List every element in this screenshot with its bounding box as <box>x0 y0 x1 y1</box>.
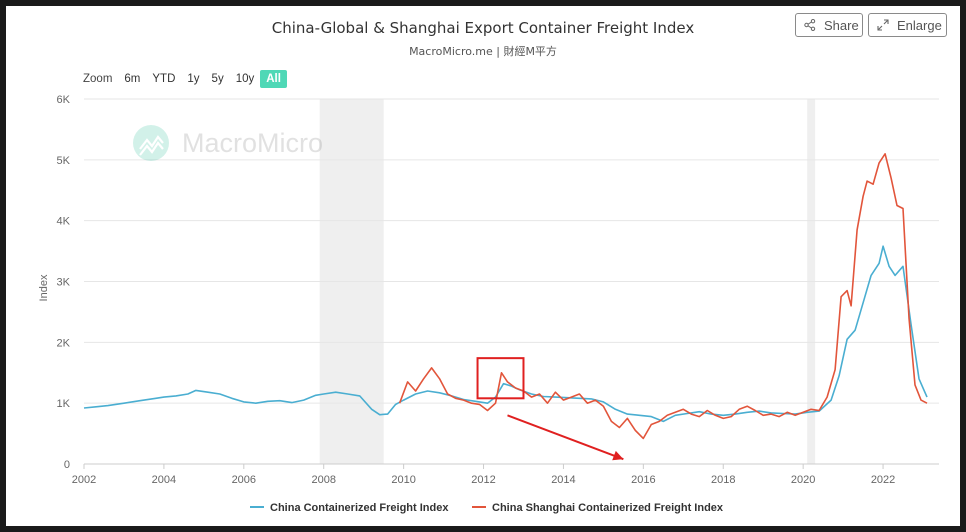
annotation-box <box>476 357 525 400</box>
series-line-1 <box>83 245 928 423</box>
series-line-2 <box>398 153 928 440</box>
zoom-bar: Zoom 6m YTD 1y 5y 10y All <box>83 69 287 89</box>
zoom-label: Zoom <box>83 73 113 85</box>
x-tick-label: 2004 <box>152 474 176 486</box>
watermark-text: MacroMicro <box>182 128 323 158</box>
legend: China Containerized Freight Index China S… <box>250 502 724 514</box>
zoom-1y-button[interactable]: 1y <box>187 73 200 85</box>
x-tick-label: 2020 <box>791 474 815 486</box>
x-tick-label: 2018 <box>711 474 735 486</box>
series-lines <box>83 153 928 440</box>
x-tick-label: 2002 <box>72 474 96 486</box>
zoom-all-button[interactable]: All <box>260 70 287 88</box>
legend-label-1: China Containerized Freight Index <box>270 502 449 514</box>
share-button[interactable]: Share <box>795 13 863 37</box>
annotation-arrow-line <box>507 414 624 461</box>
y-tick-label: 4K <box>57 216 71 228</box>
zoom-10y-button[interactable]: 10y <box>235 73 255 85</box>
expand-icon <box>877 19 889 31</box>
x-tick-label: 2010 <box>391 474 415 486</box>
zoom-ytd-button[interactable]: YTD <box>152 73 176 85</box>
chart-title: China-Global & Shanghai Export Container… <box>271 19 695 37</box>
watermark-logo-icon <box>133 125 169 161</box>
x-tick-label: 2012 <box>471 474 495 486</box>
x-tick-label: 2008 <box>311 474 335 486</box>
x-tick-label: 2014 <box>551 474 575 486</box>
x-tick-label: 2022 <box>871 474 895 486</box>
y-tick-label: 5K <box>57 155 71 167</box>
y-tick-label: 1K <box>57 398 71 410</box>
enlarge-label: Enlarge <box>897 17 942 33</box>
chart-subtitle: MacroMicro.me | 財經M平方 <box>409 45 557 58</box>
x-tick-label: 2016 <box>631 474 655 486</box>
share-icon <box>804 19 816 31</box>
annotations <box>476 357 624 461</box>
y-tick-label: 0 <box>64 459 70 471</box>
y-tick-label: 2K <box>57 337 71 349</box>
y-tick-label: 6K <box>57 94 71 106</box>
grid-lines <box>84 98 939 465</box>
x-tick-label: 2006 <box>232 474 256 486</box>
legend-label-2: China Shanghai Containerized Freight Ind… <box>492 502 724 514</box>
zoom-6m-button[interactable]: 6m <box>124 73 141 85</box>
share-label: Share <box>824 17 859 33</box>
zoom-5y-button[interactable]: 5y <box>211 73 224 85</box>
y-axis-ticks: 0 1K 2K 3K 4K 5K 6K <box>57 94 71 471</box>
chart-card: China-Global & Shanghai Export Container… <box>6 6 960 526</box>
y-tick-label: 3K <box>57 277 71 289</box>
watermark: MacroMicro <box>133 125 323 161</box>
annotation-arrow-head <box>612 450 624 461</box>
y-axis-label: Index <box>38 274 50 301</box>
enlarge-button[interactable]: Enlarge <box>868 13 947 37</box>
x-axis-ticks: 2002 2004 2006 2008 2010 2012 2014 2016 2018 2020… <box>72 464 895 486</box>
